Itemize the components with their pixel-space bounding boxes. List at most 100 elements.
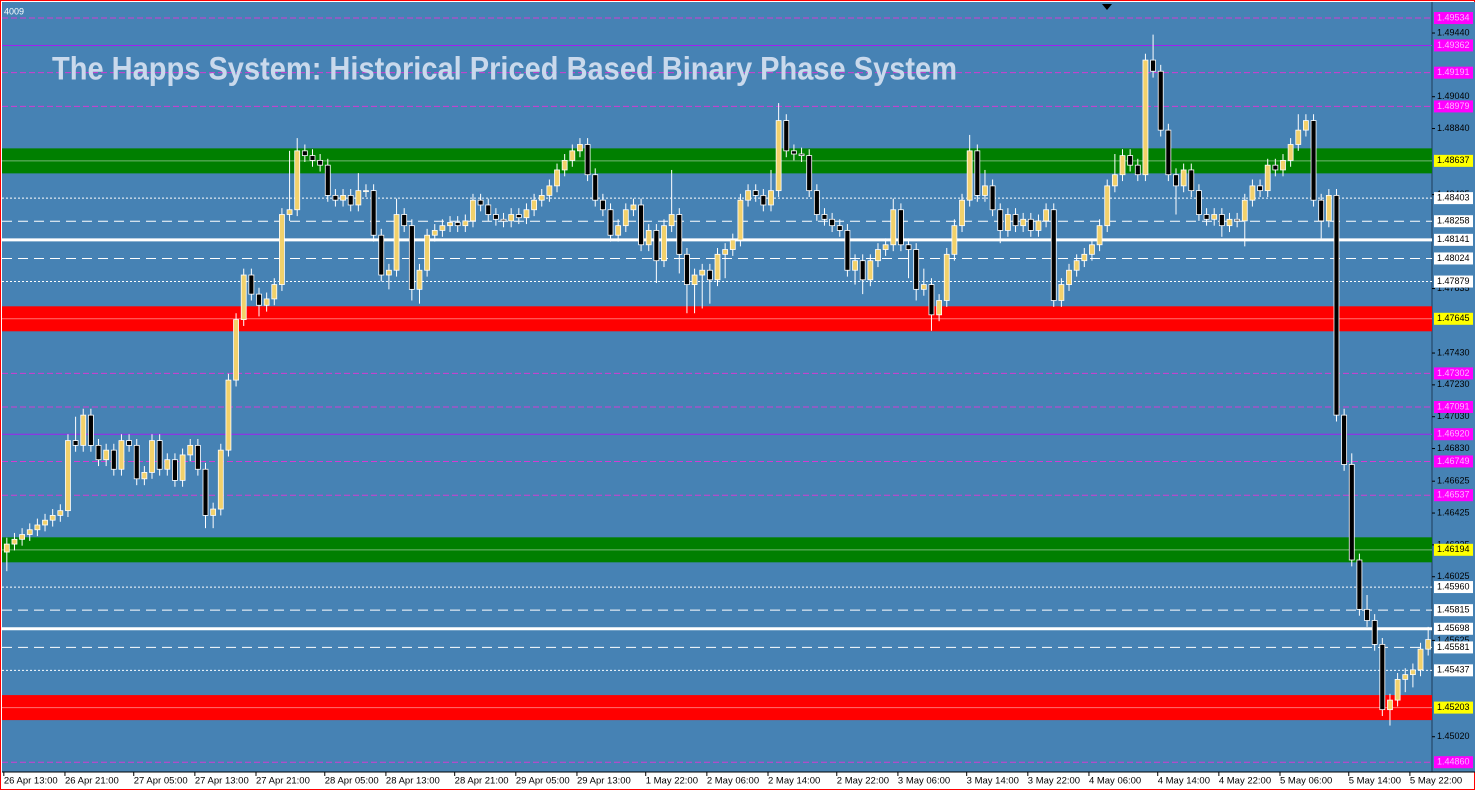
candle-body (386, 269, 392, 276)
candle-body (1142, 59, 1149, 176)
candle-body (118, 440, 125, 470)
candle-body (1096, 225, 1103, 246)
x-tick-label: 5 May 14:00 (1349, 776, 1401, 787)
candle-body (110, 449, 117, 470)
level-label-box (1434, 401, 1473, 414)
candle-body (1394, 679, 1401, 701)
candle-body (1066, 269, 1072, 285)
y-tick-label: 1.46625 (1437, 476, 1470, 486)
level-label: 1.47879 (1437, 276, 1470, 286)
x-tick-label: 4 May 14:00 (1158, 776, 1210, 787)
level-label: 1.48024 (1437, 253, 1470, 263)
candle-body (653, 230, 660, 262)
candle-body (882, 244, 889, 250)
candle-body (1325, 195, 1332, 222)
candle-body (202, 468, 209, 516)
candle-body (584, 144, 591, 176)
candle-body (1004, 214, 1011, 231)
candle-body (172, 459, 178, 481)
candle-body (531, 199, 537, 211)
candle-body (156, 440, 163, 470)
candle-body (179, 454, 186, 481)
candle-body (1295, 129, 1302, 145)
chart-title: The Happs System: Historical Priced Base… (52, 50, 957, 86)
level-label: 1.47302 (1437, 368, 1470, 378)
candle-body (57, 510, 64, 516)
candle-body (798, 153, 805, 157)
x-tick-label: 27 Apr 05:00 (134, 776, 188, 787)
candle-body (684, 253, 690, 285)
level-label-box (1434, 66, 1473, 79)
candle-body (577, 144, 583, 152)
candle-body (928, 284, 935, 316)
candle-body (1341, 414, 1348, 465)
candle-body (11, 538, 18, 545)
level-band (2, 306, 1432, 332)
level-label: 1.45960 (1437, 581, 1470, 591)
candle-body (1203, 214, 1210, 220)
candle-body (133, 444, 140, 480)
candle-body (959, 199, 965, 227)
candle-body (936, 300, 943, 316)
candle-body (187, 444, 194, 456)
candle-body (95, 444, 102, 461)
x-tick-label: 5 May 06:00 (1280, 776, 1332, 787)
candle-body (1371, 620, 1378, 645)
candle-body (248, 274, 255, 295)
candle-body (1150, 59, 1156, 72)
candle-body (1188, 169, 1195, 192)
candle-body (72, 440, 79, 446)
candle-body (745, 190, 751, 201)
candle-body (1035, 220, 1042, 231)
candle-body (49, 515, 56, 521)
candle-body (1089, 244, 1095, 255)
candle-body (500, 218, 507, 222)
candle-body (309, 155, 316, 161)
axis-labels: 1.494401.490401.488401.484251.478351.474… (3, 12, 1473, 787)
candle-body (1119, 155, 1126, 176)
candle-body (1196, 190, 1202, 215)
level-band (2, 537, 1432, 563)
y-tick-label: 1.47430 (1437, 347, 1470, 357)
candle-body (997, 209, 1004, 231)
y-tick-label: 1.45020 (1437, 731, 1470, 741)
candle-body (645, 230, 652, 246)
candle-body (599, 199, 606, 211)
candle-body (752, 190, 759, 196)
candle-body (294, 150, 301, 211)
plot-background (2, 2, 1475, 772)
level-label-box (1434, 233, 1473, 246)
level-label: 1.48141 (1437, 234, 1470, 244)
candle-body (462, 220, 469, 227)
candle-body (729, 239, 736, 250)
candle-body (1058, 284, 1065, 301)
candle-body (982, 185, 988, 196)
x-tick-label: 3 May 22:00 (1028, 776, 1080, 787)
candle-body (1173, 174, 1179, 187)
level-label: 1.48403 (1437, 192, 1470, 202)
candle-body (775, 120, 782, 192)
candle-body (431, 230, 438, 236)
candle-body (19, 534, 26, 540)
level-label: 1.46194 (1437, 544, 1470, 554)
candle-body (829, 218, 836, 227)
level-label: 1.47645 (1437, 313, 1470, 323)
x-tick-label: 2 May 14:00 (768, 776, 820, 787)
candle-body (1287, 144, 1294, 161)
candle-body (1012, 214, 1019, 227)
level-label-box (1434, 604, 1473, 617)
candle-body (1211, 214, 1218, 220)
candle-body (355, 190, 362, 206)
candle-body (1111, 174, 1118, 187)
candle-body (408, 225, 415, 290)
candle-body (65, 440, 71, 512)
candle-body (378, 234, 385, 276)
candle-body (737, 199, 744, 241)
candle-body (867, 260, 874, 281)
candle-body (615, 225, 622, 236)
candle-body (913, 249, 920, 290)
candle-body (875, 249, 881, 262)
candle-body (607, 209, 614, 236)
x-tick-label: 26 Apr 13:00 (4, 776, 58, 787)
candle-body (324, 164, 331, 196)
